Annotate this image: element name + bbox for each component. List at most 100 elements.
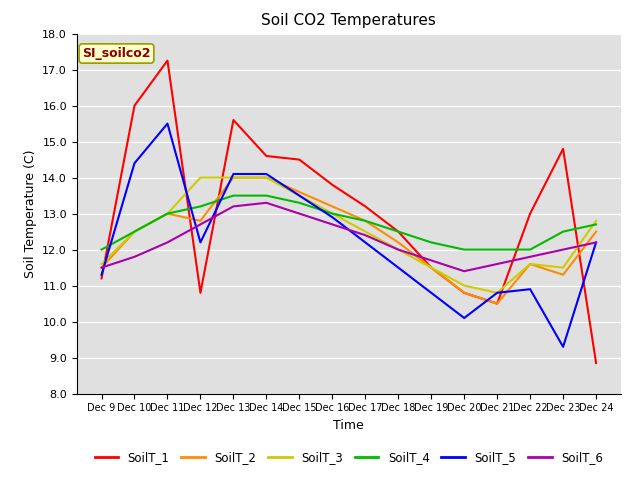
SoilT_1 xyxy=(559,146,567,152)
Text: SI_soilco2: SI_soilco2 xyxy=(82,47,151,60)
SoilT_4 xyxy=(131,228,138,234)
SoilT_1 xyxy=(98,276,106,281)
SoilT_2 xyxy=(559,272,567,277)
SoilT_6 xyxy=(296,211,303,216)
SoilT_3 xyxy=(394,247,402,252)
SoilT_1 xyxy=(196,290,204,296)
SoilT_2 xyxy=(592,228,600,234)
Line: SoilT_1: SoilT_1 xyxy=(102,60,596,363)
SoilT_2 xyxy=(164,211,172,216)
SoilT_6 xyxy=(196,221,204,227)
Title: Soil CO2 Temperatures: Soil CO2 Temperatures xyxy=(261,13,436,28)
SoilT_6 xyxy=(559,247,567,252)
SoilT_1 xyxy=(592,360,600,366)
SoilT_3 xyxy=(526,261,534,267)
SoilT_6 xyxy=(428,257,435,263)
SoilT_2 xyxy=(131,228,138,234)
SoilT_2 xyxy=(328,204,336,209)
Y-axis label: Soil Temperature (C): Soil Temperature (C) xyxy=(24,149,36,278)
SoilT_2 xyxy=(296,189,303,195)
SoilT_6 xyxy=(230,204,237,209)
SoilT_1 xyxy=(296,156,303,162)
Line: SoilT_6: SoilT_6 xyxy=(102,203,596,271)
SoilT_2 xyxy=(428,264,435,270)
SoilT_4 xyxy=(592,221,600,227)
SoilT_6 xyxy=(164,240,172,245)
SoilT_5 xyxy=(328,214,336,220)
SoilT_4 xyxy=(164,211,172,216)
SoilT_5 xyxy=(460,315,468,321)
SoilT_1 xyxy=(131,103,138,108)
SoilT_5 xyxy=(493,290,501,296)
Line: SoilT_3: SoilT_3 xyxy=(102,178,596,293)
SoilT_3 xyxy=(131,228,138,234)
SoilT_4 xyxy=(98,247,106,252)
SoilT_6 xyxy=(394,247,402,252)
SoilT_5 xyxy=(362,240,369,245)
SoilT_3 xyxy=(98,261,106,267)
SoilT_1 xyxy=(262,153,270,159)
SoilT_5 xyxy=(164,120,172,126)
SoilT_1 xyxy=(428,264,435,270)
SoilT_5 xyxy=(592,240,600,245)
SoilT_3 xyxy=(592,218,600,224)
SoilT_5 xyxy=(131,160,138,166)
SoilT_3 xyxy=(296,192,303,199)
SoilT_1 xyxy=(493,300,501,306)
SoilT_4 xyxy=(230,192,237,199)
SoilT_5 xyxy=(196,240,204,245)
Line: SoilT_2: SoilT_2 xyxy=(102,178,596,303)
SoilT_5 xyxy=(526,286,534,292)
Line: SoilT_5: SoilT_5 xyxy=(102,123,596,347)
SoilT_5 xyxy=(428,290,435,296)
SoilT_5 xyxy=(394,264,402,270)
SoilT_3 xyxy=(328,211,336,216)
SoilT_1 xyxy=(362,204,369,209)
SoilT_4 xyxy=(460,247,468,252)
SoilT_2 xyxy=(526,261,534,267)
SoilT_6 xyxy=(362,232,369,238)
SoilT_3 xyxy=(428,264,435,270)
SoilT_4 xyxy=(428,240,435,245)
SoilT_5 xyxy=(296,192,303,199)
SoilT_3 xyxy=(493,290,501,296)
SoilT_2 xyxy=(196,218,204,224)
SoilT_5 xyxy=(559,344,567,349)
SoilT_3 xyxy=(262,175,270,180)
SoilT_4 xyxy=(394,228,402,234)
SoilT_4 xyxy=(296,200,303,205)
SoilT_1 xyxy=(394,228,402,234)
SoilT_2 xyxy=(460,290,468,296)
SoilT_4 xyxy=(493,247,501,252)
SoilT_4 xyxy=(196,204,204,209)
SoilT_6 xyxy=(328,221,336,227)
SoilT_2 xyxy=(262,175,270,180)
SoilT_6 xyxy=(592,240,600,245)
SoilT_1 xyxy=(460,290,468,296)
SoilT_2 xyxy=(493,300,501,306)
SoilT_3 xyxy=(362,228,369,234)
SoilT_2 xyxy=(394,240,402,245)
SoilT_6 xyxy=(493,261,501,267)
SoilT_2 xyxy=(230,175,237,180)
SoilT_3 xyxy=(460,283,468,288)
X-axis label: Time: Time xyxy=(333,419,364,432)
SoilT_1 xyxy=(164,58,172,63)
SoilT_1 xyxy=(328,182,336,188)
SoilT_1 xyxy=(230,117,237,123)
SoilT_2 xyxy=(98,264,106,270)
SoilT_4 xyxy=(559,228,567,234)
SoilT_3 xyxy=(559,264,567,270)
SoilT_5 xyxy=(262,171,270,177)
SoilT_4 xyxy=(526,247,534,252)
SoilT_6 xyxy=(98,264,106,270)
Line: SoilT_4: SoilT_4 xyxy=(102,196,596,250)
Legend: SoilT_1, SoilT_2, SoilT_3, SoilT_4, SoilT_5, SoilT_6: SoilT_1, SoilT_2, SoilT_3, SoilT_4, Soil… xyxy=(90,446,608,469)
SoilT_3 xyxy=(196,175,204,180)
SoilT_2 xyxy=(362,218,369,224)
SoilT_6 xyxy=(131,254,138,260)
SoilT_3 xyxy=(164,211,172,216)
SoilT_4 xyxy=(328,211,336,216)
SoilT_4 xyxy=(262,192,270,199)
SoilT_6 xyxy=(262,200,270,205)
